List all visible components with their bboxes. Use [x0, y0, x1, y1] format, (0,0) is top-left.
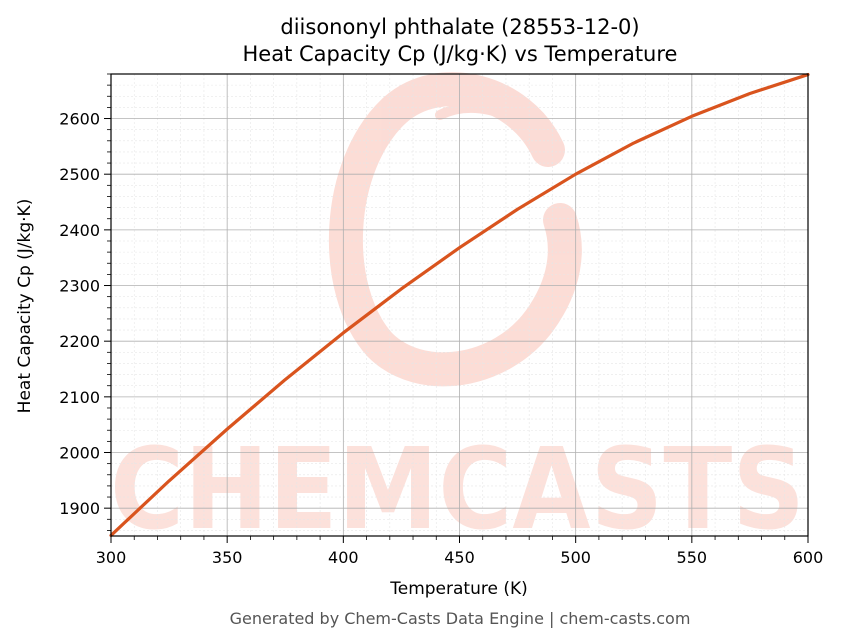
y-tick-label: 2300 — [59, 277, 100, 296]
footer-credit: Generated by Chem-Casts Data Engine | ch… — [230, 609, 691, 628]
x-tick-label: 600 — [793, 548, 824, 567]
tick-labels: 300 350 400 450 500 550 600 1900 2000 2100 2200 230… — [59, 110, 823, 567]
y-tick-label: 2500 — [59, 165, 100, 184]
chart-subtitle: Heat Capacity Cp (J/kg·K) vs Temperature — [243, 42, 678, 66]
ticks — [104, 73, 809, 543]
y-tick-label: 2000 — [59, 444, 100, 463]
chart-title: diisononyl phthalate (28553-12-0) — [280, 15, 639, 39]
x-tick-label: 350 — [212, 548, 243, 567]
y-tick-label: 2400 — [59, 221, 100, 240]
y-tick-label: 2600 — [59, 110, 100, 129]
y-tick-label: 2200 — [59, 332, 100, 351]
y-axis-label: Heat Capacity Cp (J/kg·K) — [15, 199, 35, 414]
watermark: CHEMCASTS — [110, 72, 805, 555]
x-axis-label: Temperature (K) — [389, 579, 528, 599]
x-tick-label: 300 — [96, 548, 127, 567]
series-line-heat-capacity — [109, 72, 810, 538]
x-tick-label: 400 — [328, 548, 359, 567]
series-layer — [109, 72, 810, 538]
y-tick-label: 1900 — [59, 499, 100, 518]
watermark-logo — [328, 72, 582, 387]
x-tick-label: 450 — [444, 548, 475, 567]
y-tick-label: 2100 — [59, 388, 100, 407]
x-tick-label: 500 — [560, 548, 591, 567]
watermark-text: CHEMCASTS — [110, 425, 805, 555]
x-tick-label: 550 — [677, 548, 708, 567]
